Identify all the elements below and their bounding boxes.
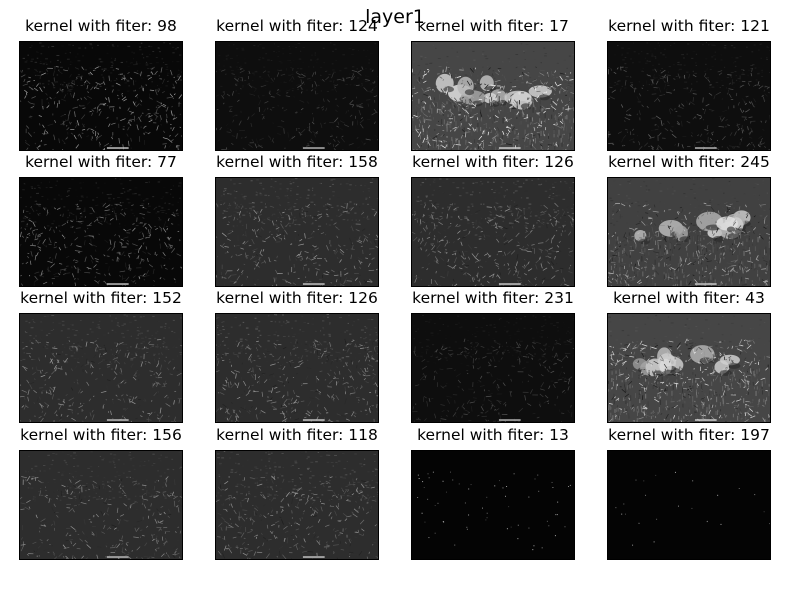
feature-map-panel: kernel with fiter: 121 (607, 17, 771, 151)
panel-title: kernel with fiter: 121 (608, 17, 770, 35)
feature-map-image (411, 450, 575, 560)
panel-title: kernel with fiter: 231 (412, 289, 574, 307)
panel-title: kernel with fiter: 17 (417, 17, 569, 35)
feature-map-image (215, 313, 379, 423)
panel-title: kernel with fiter: 245 (608, 153, 770, 171)
feature-map-image (19, 313, 183, 423)
feature-map-image (215, 450, 379, 560)
panel-title: kernel with fiter: 156 (20, 426, 182, 444)
feature-map-image (411, 41, 575, 151)
feature-map-panel: kernel with fiter: 126 (411, 153, 575, 287)
feature-map-panel: kernel with fiter: 152 (19, 289, 183, 423)
panel-title: kernel with fiter: 126 (412, 153, 574, 171)
panel-title: kernel with fiter: 118 (216, 426, 378, 444)
feature-map-image (607, 450, 771, 560)
feature-map-panel: kernel with fiter: 17 (411, 17, 575, 151)
feature-map-image (215, 177, 379, 287)
feature-map-image (19, 41, 183, 151)
feature-map-panel: kernel with fiter: 245 (607, 153, 771, 287)
feature-map-image (215, 41, 379, 151)
panel-title: kernel with fiter: 43 (613, 289, 765, 307)
feature-map-image (607, 41, 771, 151)
panel-title: kernel with fiter: 98 (25, 17, 177, 35)
feature-map-panel: kernel with fiter: 118 (215, 426, 379, 560)
feature-map-image (19, 177, 183, 287)
panel-title: kernel with fiter: 197 (608, 426, 770, 444)
panel-title: kernel with fiter: 77 (25, 153, 177, 171)
feature-map-panel: kernel with fiter: 197 (607, 426, 771, 560)
feature-map-panel: kernel with fiter: 126 (215, 289, 379, 423)
feature-map-panel: kernel with fiter: 158 (215, 153, 379, 287)
feature-map-image (411, 313, 575, 423)
feature-map-panel: kernel with fiter: 77 (19, 153, 183, 287)
figure-title: layer1 (365, 6, 425, 28)
feature-map-panel: kernel with fiter: 156 (19, 426, 183, 560)
panel-title: kernel with fiter: 126 (216, 289, 378, 307)
feature-map-panel: kernel with fiter: 13 (411, 426, 575, 560)
panel-title: kernel with fiter: 13 (417, 426, 569, 444)
feature-map-panel: kernel with fiter: 231 (411, 289, 575, 423)
feature-map-image (607, 313, 771, 423)
feature-map-panel: kernel with fiter: 124 (215, 17, 379, 151)
panel-title: kernel with fiter: 124 (216, 17, 378, 35)
panel-title: kernel with fiter: 158 (216, 153, 378, 171)
feature-map-panel: kernel with fiter: 98 (19, 17, 183, 151)
feature-map-image (19, 450, 183, 560)
feature-map-image (607, 177, 771, 287)
panel-title: kernel with fiter: 152 (20, 289, 182, 307)
feature-map-image (411, 177, 575, 287)
feature-map-panel: kernel with fiter: 43 (607, 289, 771, 423)
